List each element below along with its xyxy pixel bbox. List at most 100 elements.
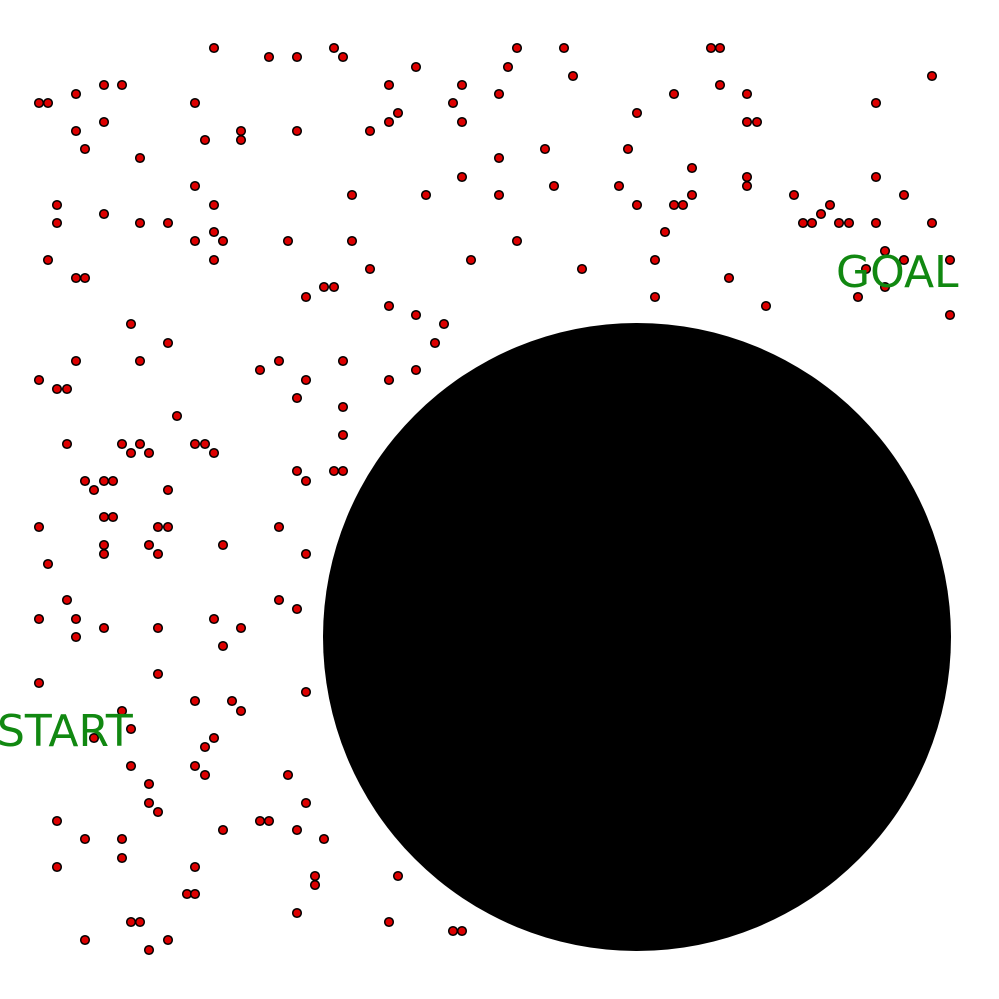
sample-point [723,272,735,284]
sample-point [318,281,330,293]
sample-point [162,484,174,496]
sample-point [33,97,45,109]
sample-point [328,281,340,293]
sample-point [788,189,800,201]
sample-point [208,254,220,266]
sample-point [263,51,275,63]
sample-point [300,475,312,487]
sample-point [42,558,54,570]
sample-point [199,769,211,781]
sample-point [79,272,91,284]
sample-point [273,594,285,606]
sample-point [456,79,468,91]
sample-point [686,189,698,201]
sample-point [337,51,349,63]
sample-point [383,116,395,128]
sample-point [328,465,340,477]
sample-point [189,695,201,707]
sample-point [107,475,119,487]
obstacle-circle [323,323,951,951]
sample-point [282,235,294,247]
sample-point [944,254,956,266]
sample-point [61,438,73,450]
sample-point [98,511,110,523]
sample-point [438,318,450,330]
sample-point [447,925,459,937]
sample-point [649,254,661,266]
sample-point [61,383,73,395]
sample-point [273,521,285,533]
sample-point [364,263,376,275]
sample-point [79,934,91,946]
sample-point [843,217,855,229]
sample-point [199,134,211,146]
sample-point [208,226,220,238]
sample-point [926,217,938,229]
sample-point [208,732,220,744]
sample-point [806,217,818,229]
sample-point [447,97,459,109]
sample-point [33,521,45,533]
sample-point [98,79,110,91]
sample-point [751,116,763,128]
sample-point [162,934,174,946]
sample-point [631,107,643,119]
sample-point [337,429,349,441]
sample-point [189,861,201,873]
sample-point [51,815,63,827]
sample-point [189,235,201,247]
sample-point [714,42,726,54]
sample-point [548,180,560,192]
sample-point [79,143,91,155]
sample-point [70,613,82,625]
sample-point [291,125,303,137]
sample-point [42,254,54,266]
sample-point [98,475,110,487]
sample-point [125,760,137,772]
sample-point [235,705,247,717]
sample-point [420,189,432,201]
sample-point [944,309,956,321]
sample-point [33,677,45,689]
sample-point [741,116,753,128]
sample-point [79,475,91,487]
sample-point [254,815,266,827]
sample-point [51,217,63,229]
sample-point [208,613,220,625]
sample-point [70,631,82,643]
sample-point [668,199,680,211]
sample-point [410,309,422,321]
sample-point [134,152,146,164]
sample-point [208,199,220,211]
sample-point [61,594,73,606]
sample-point [926,70,938,82]
sample-point [199,741,211,753]
sample-point [328,42,340,54]
sample-point [511,235,523,247]
sample-point [51,861,63,873]
sample-point [254,364,266,376]
sample-point [649,291,661,303]
sample-point [143,797,155,809]
sample-point [852,291,864,303]
sample-point [429,337,441,349]
sample-point [797,217,809,229]
sample-point [318,833,330,845]
sample-point [870,97,882,109]
sample-point [686,162,698,174]
sample-point [152,806,164,818]
sample-point [741,88,753,100]
sample-point [235,622,247,634]
sample-point [860,263,872,275]
sample-point [189,888,201,900]
sample-point [116,833,128,845]
sample-point [70,272,82,284]
sample-point [465,254,477,266]
sample-point [189,760,201,772]
sample-point [309,879,321,891]
sample-point [300,291,312,303]
sample-point [189,180,201,192]
sample-point [143,944,155,956]
sample-point [456,116,468,128]
